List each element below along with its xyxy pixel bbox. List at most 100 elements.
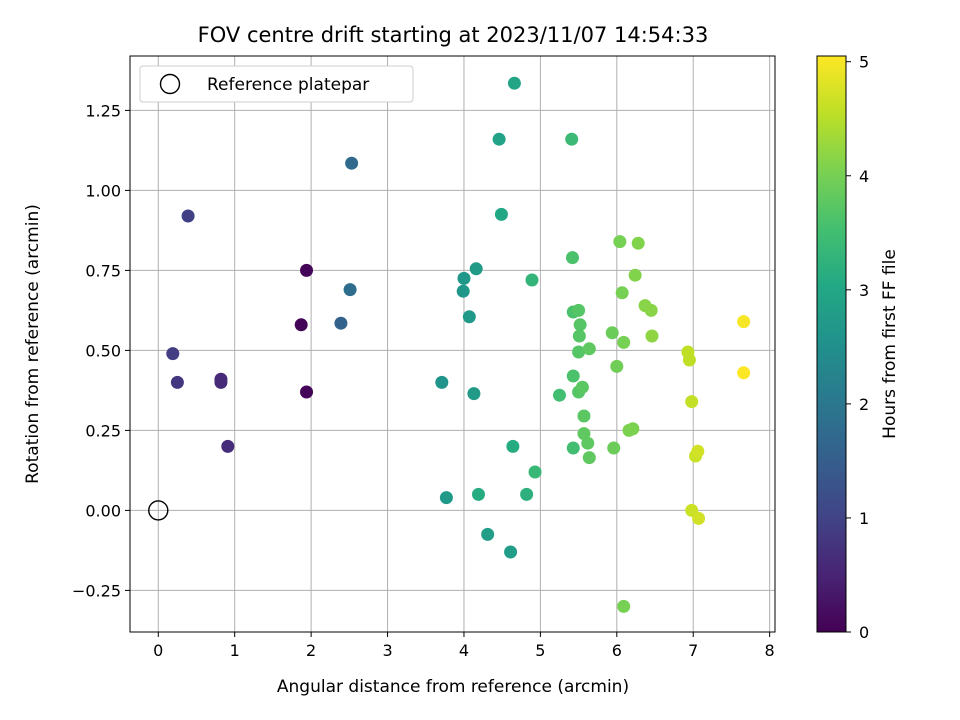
data-point [300, 385, 314, 399]
plot-frame [129, 55, 776, 633]
colorbar: 0 1 2 3 4 5 Hours from first FF file [816, 53, 900, 642]
data-point [166, 347, 180, 361]
data-point [565, 251, 579, 265]
data-point [439, 491, 453, 505]
x-tick-label: 4 [459, 641, 469, 660]
data-point [685, 395, 699, 409]
y-axis-label: Rotation from reference (arcmin) [23, 204, 43, 484]
data-point [626, 422, 640, 436]
chart-title: FOV centre drift starting at 2023/11/07 … [198, 23, 709, 47]
data-point [582, 342, 596, 356]
data-point [566, 441, 580, 455]
legend-label: Reference platepar [207, 75, 369, 95]
data-point [334, 316, 348, 330]
colorbar-tick-label: 2 [859, 395, 869, 414]
data-point [525, 273, 539, 287]
data-point [575, 380, 589, 394]
y-tick-label: 0.00 [85, 501, 121, 520]
y-tick-label: 0.75 [85, 261, 121, 280]
colorbar-label: Hours from first FF file [880, 249, 900, 439]
data-point [300, 263, 314, 277]
data-point [456, 284, 470, 298]
data-point [691, 444, 705, 458]
colorbar-ticks: 0 1 2 3 4 5 [846, 53, 869, 642]
data-point [214, 375, 228, 389]
data-point [617, 335, 631, 349]
data-point [631, 236, 645, 250]
data-point [605, 326, 619, 340]
data-point [481, 527, 495, 541]
x-tick-label: 7 [688, 641, 698, 660]
legend-marker [159, 73, 181, 95]
data-point [552, 388, 566, 402]
data-point [469, 262, 483, 276]
x-axis-ticks: 0 1 2 3 4 5 6 7 8 [153, 632, 775, 660]
y-tick-label: 0.50 [85, 341, 121, 360]
data-point [582, 451, 596, 465]
data-point [467, 387, 481, 401]
data-point [737, 366, 751, 380]
data-point [607, 441, 621, 455]
data-point [221, 439, 235, 453]
colorbar-tick-label: 3 [859, 281, 869, 300]
data-point [682, 353, 696, 367]
data-point [615, 286, 629, 300]
y-axis-ticks: −0.25 0.00 0.25 0.50 0.75 1.00 1.25 [72, 101, 130, 600]
data-point [644, 303, 658, 317]
x-axis-label: Angular distance from reference (arcmin) [277, 677, 629, 697]
data-point [577, 409, 591, 423]
data-point [504, 545, 518, 559]
x-tick-label: 2 [306, 641, 316, 660]
data-point [462, 310, 476, 324]
grid-lines [130, 56, 775, 632]
legend: Reference platepar [139, 65, 414, 103]
colorbar-tick-label: 0 [859, 623, 869, 642]
x-tick-label: 3 [382, 641, 392, 660]
reference-point-marker [148, 500, 169, 521]
data-point [566, 369, 580, 383]
data-point [170, 375, 184, 389]
x-tick-label: 5 [535, 641, 545, 660]
y-tick-label: −0.25 [72, 581, 121, 600]
data-point [573, 318, 587, 332]
data-points [148, 76, 751, 613]
data-point [471, 487, 485, 501]
data-point [181, 209, 195, 223]
data-point [457, 271, 471, 285]
data-point [506, 439, 520, 453]
colorbar-gradient [816, 55, 847, 633]
data-point [692, 511, 706, 525]
data-point [520, 487, 534, 501]
data-point [507, 76, 521, 90]
data-point [565, 132, 579, 146]
colorbar-tick-label: 4 [859, 167, 869, 186]
y-tick-label: 0.25 [85, 421, 121, 440]
data-point [617, 599, 631, 613]
data-point [610, 359, 624, 373]
y-tick-label: 1.00 [85, 181, 121, 200]
x-tick-label: 0 [153, 641, 163, 660]
data-point [581, 436, 595, 450]
data-point [494, 207, 508, 221]
data-point [294, 318, 308, 332]
data-point [345, 156, 359, 170]
data-point [628, 268, 642, 282]
y-tick-label: 1.25 [85, 101, 121, 120]
data-point [492, 132, 506, 146]
data-point [737, 315, 751, 329]
x-tick-label: 8 [765, 641, 775, 660]
data-point [645, 329, 659, 343]
x-tick-label: 1 [230, 641, 240, 660]
colorbar-tick-label: 1 [859, 509, 869, 528]
data-point [572, 303, 586, 317]
legend-box [139, 65, 414, 103]
colorbar-tick-label: 5 [859, 53, 869, 72]
data-point [528, 465, 542, 479]
data-point [613, 235, 627, 249]
data-point [572, 329, 586, 343]
data-point [572, 345, 586, 359]
data-point [343, 283, 357, 297]
x-tick-label: 6 [612, 641, 622, 660]
data-point [435, 375, 449, 389]
